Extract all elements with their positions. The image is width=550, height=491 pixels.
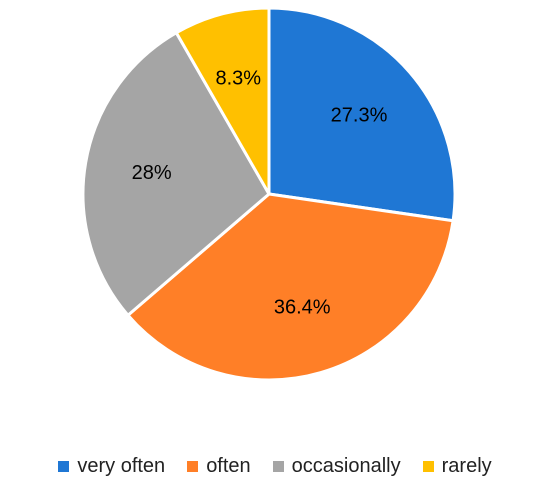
legend: very often often occasionally rarely [0, 455, 550, 478]
pie-slices [81, 6, 457, 382]
slice-label-rarely: 8.3% [216, 67, 262, 89]
slice-label-very-often: 27.3% [331, 104, 388, 126]
legend-item-often: often [187, 455, 251, 478]
legend-item-very-often: very often [58, 455, 165, 478]
pie-slice-labels: 27.3% 36.4% 28% 8.3% [132, 67, 388, 318]
pie-slice-very-often [267, 6, 457, 223]
legend-swatch [187, 461, 199, 472]
legend-label: occasionally [291, 455, 401, 477]
legend-item-rarely: rarely [422, 455, 492, 478]
slice-label-often: 36.4% [274, 297, 331, 319]
legend-label: often [206, 455, 251, 477]
slice-label-occasionally: 28% [132, 162, 172, 184]
pie-slice-occasionally [81, 31, 271, 317]
legend-swatch [58, 461, 70, 472]
pie-slice-rarely [174, 6, 271, 196]
pie-slice-often [126, 192, 455, 382]
legend-swatch [272, 461, 284, 472]
legend-label: very often [77, 455, 166, 477]
legend-swatch [422, 461, 434, 472]
legend-label: rarely [441, 455, 492, 477]
legend-item-occasionally: occasionally [272, 455, 401, 478]
